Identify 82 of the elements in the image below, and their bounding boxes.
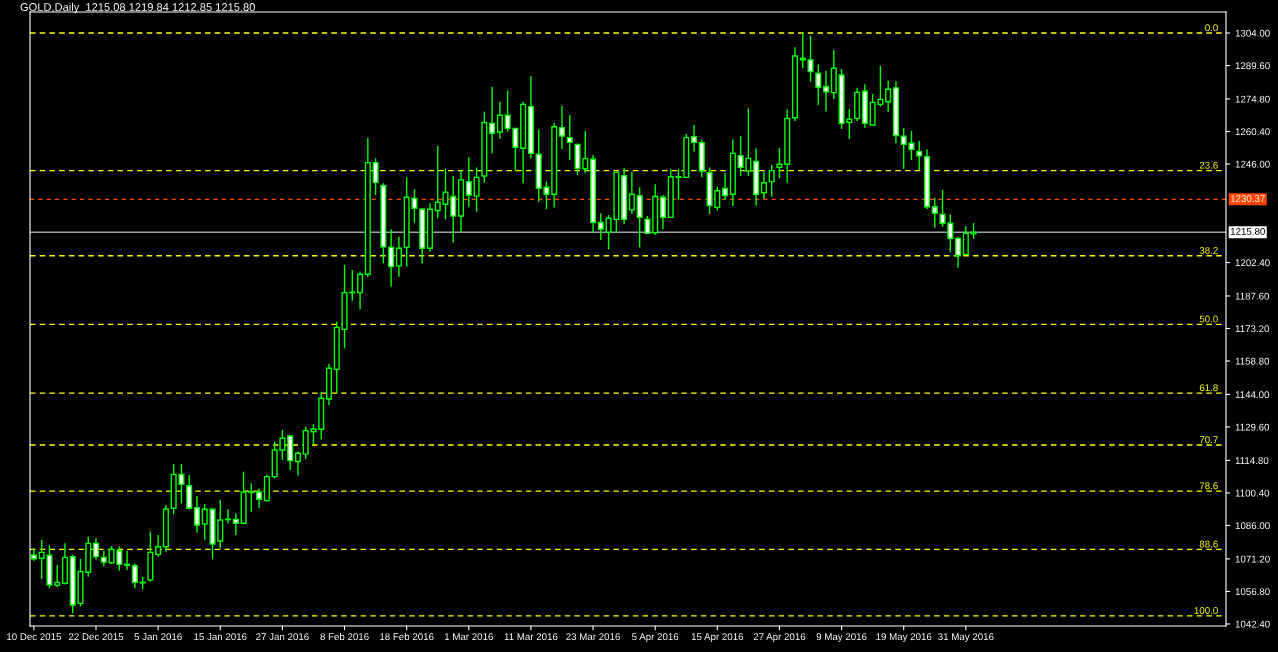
x-tick-label: 15 Jan 2016 — [194, 633, 247, 641]
candlestick — [776, 147, 783, 179]
candlestick — [628, 171, 635, 215]
annotation: 88.6 — [1199, 540, 1218, 548]
candlestick — [124, 550, 131, 571]
candlestick — [760, 171, 767, 200]
x-tick-label: 11 Mar 2016 — [504, 633, 558, 641]
annotation: 70.7 — [1199, 436, 1218, 444]
candlestick — [823, 70, 830, 113]
candlestick — [92, 537, 100, 561]
x-tick-label: 27 Jan 2016 — [256, 633, 309, 641]
y-tick-label: 1202.40 — [1235, 259, 1270, 267]
x-tick-label: 5 Jan 2016 — [134, 633, 182, 641]
candlestick — [659, 194, 666, 231]
candlestick — [885, 79, 892, 113]
candlestick — [768, 164, 775, 198]
candlestick — [955, 235, 962, 269]
candlestick — [636, 186, 643, 249]
x-tick-label: 10 Dec 2015 — [7, 633, 62, 641]
candlestick — [465, 156, 472, 208]
x-tick-label: 22 Dec 2015 — [68, 633, 124, 641]
x-tick-label: 1 Mar 2016 — [444, 633, 493, 641]
x-tick-label: 27 Apr 2016 — [753, 633, 806, 643]
y-tick-label: 1114.80 — [1235, 457, 1269, 465]
candlestick — [256, 487, 263, 510]
y-tick-label: 1129.60 — [1235, 423, 1270, 431]
x-tick-label: 23 Mar 2016 — [566, 633, 620, 641]
x-tick-label: 19 May 2016 — [876, 633, 932, 643]
candlestick — [372, 157, 379, 196]
candlestick — [225, 508, 232, 524]
annotation: 61.8 — [1199, 384, 1218, 392]
x-tick-label: 5 Apr 2016 — [632, 633, 679, 643]
candlestick — [916, 140, 923, 171]
candlestick — [815, 63, 822, 106]
ref-line-label: 1215.80 — [1230, 227, 1265, 235]
candlestick — [722, 172, 729, 201]
candlestick — [155, 534, 162, 558]
candlestick — [597, 212, 604, 241]
candlestick — [473, 166, 480, 213]
y-tick-label: 1100.40 — [1235, 489, 1270, 497]
candlestick — [186, 474, 193, 511]
x-tick-label: 15 Apr 2016 — [691, 633, 744, 643]
candlestick — [496, 100, 503, 140]
ref-line-label: 1230.37 — [1230, 195, 1265, 202]
candlestick — [395, 236, 402, 278]
y-tick-label: 1289.60 — [1235, 62, 1270, 70]
y-tick-label: 1071.20 — [1235, 555, 1270, 563]
x-tick-label: 8 Feb 2016 — [320, 632, 369, 641]
x-tick-label: 18 Feb 2016 — [380, 632, 434, 641]
candlestick — [962, 225, 969, 256]
candlestick — [566, 114, 573, 161]
y-tick-label: 1304.00 — [1235, 29, 1270, 37]
y-tick-label: 1158.80 — [1235, 357, 1270, 365]
y-tick-label: 1187.60 — [1235, 292, 1270, 300]
y-tick-label: 1042.40 — [1235, 620, 1270, 628]
y-tick-label: 1260.40 — [1235, 128, 1270, 136]
candlestick — [931, 196, 938, 229]
candlestick — [388, 228, 395, 288]
annotation: 0.0 — [1205, 24, 1218, 32]
candlestick — [54, 564, 61, 589]
y-tick-label: 1056.80 — [1235, 588, 1270, 596]
candlestick — [357, 270, 364, 310]
annotation: 50.0 — [1199, 315, 1218, 323]
y-tick-label: 1246.00 — [1235, 160, 1270, 168]
y-tick-label: 1086.00 — [1235, 522, 1270, 530]
candlestick — [131, 562, 138, 589]
candlestick — [489, 86, 496, 155]
x-tick-label: 9 May 2016 — [816, 633, 867, 643]
y-tick-label: 1173.20 — [1235, 325, 1270, 333]
annotation: 78.6 — [1199, 482, 1218, 490]
y-tick-label: 1144.00 — [1235, 391, 1270, 399]
chart-title: GOLD,Daily 1215.08 1219.84 1212.85 1215.80 — [20, 2, 255, 14]
candlestick — [690, 124, 698, 153]
annotation: 100.0 — [1194, 607, 1218, 614]
x-tick-label: 31 May 2016 — [938, 633, 994, 643]
candlestick — [193, 495, 200, 534]
candlestick — [263, 473, 270, 503]
candlestick — [232, 512, 239, 536]
candlestick — [558, 105, 566, 151]
y-tick-label: 1274.80 — [1235, 95, 1270, 103]
annotation: 23.6 — [1199, 161, 1218, 169]
annotation: 38.2 — [1199, 246, 1218, 254]
